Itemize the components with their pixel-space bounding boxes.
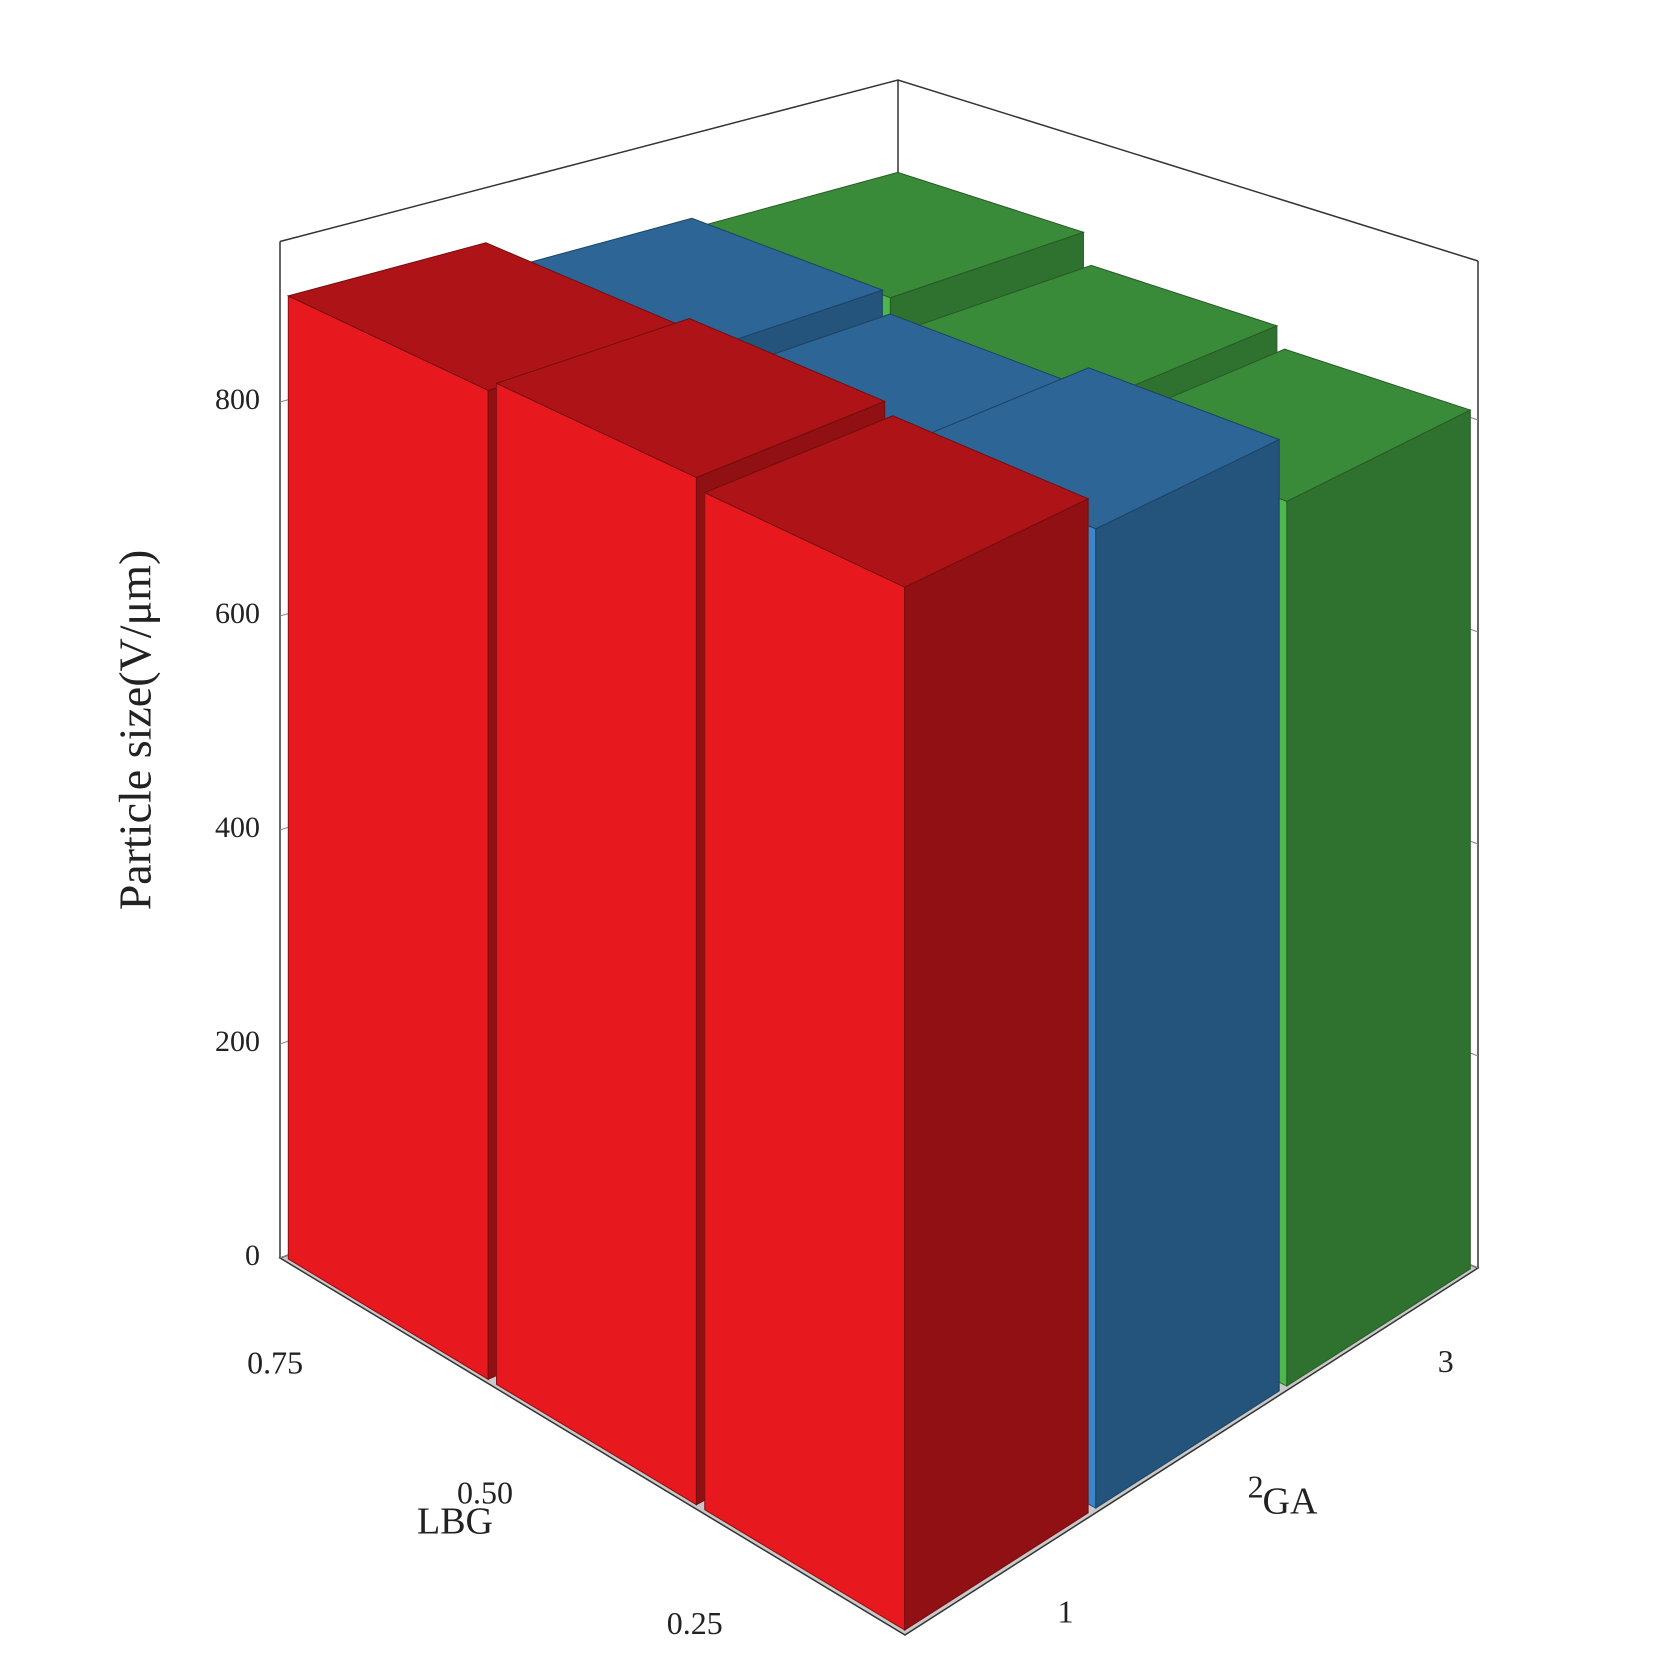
y-axis-title: Particle size(V/μm)	[110, 550, 161, 911]
x-tick-label: 0.25	[667, 1605, 723, 1641]
y-tick-label: 0	[245, 1239, 260, 1272]
y-tick-label: 200	[215, 1025, 260, 1058]
y-tick-label: 600	[215, 597, 260, 630]
z-axis-title: GA	[1263, 1481, 1318, 1523]
z-tick-label: 3	[1438, 1343, 1454, 1379]
z-tick-label: 1	[1058, 1593, 1074, 1629]
y-tick-label: 400	[215, 811, 260, 844]
bar-side	[496, 382, 697, 1506]
bar-side	[287, 295, 489, 1381]
x-tick-label: 0.50	[457, 1475, 513, 1511]
bar-side-dark	[1286, 409, 1471, 1387]
x-axis-title: LBG	[417, 1501, 493, 1543]
y-tick-label: 800	[215, 383, 260, 416]
bar-side	[704, 491, 906, 1631]
x-tick-label: 0.75	[247, 1344, 303, 1380]
bar-top	[495, 318, 886, 479]
z-tick-label: 2	[1248, 1468, 1264, 1504]
bar-top	[703, 415, 1090, 588]
bar-side-dark	[904, 497, 1089, 1631]
bar-side-dark	[1095, 438, 1280, 1509]
